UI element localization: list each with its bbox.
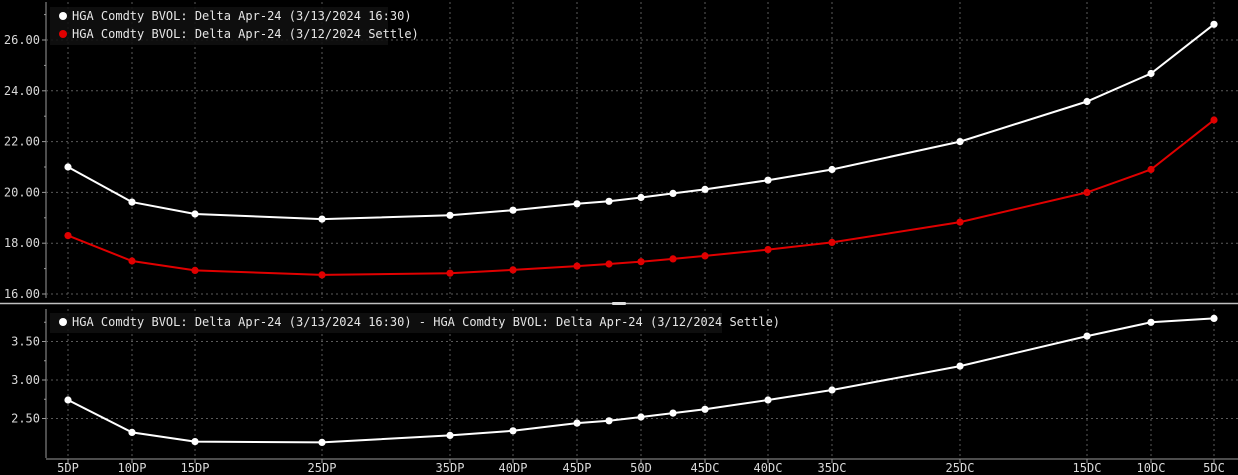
- x-tick-label: 45DP: [563, 461, 592, 475]
- data-point: [446, 269, 454, 277]
- y-tick-label: 3.50: [11, 335, 40, 349]
- data-point: [637, 413, 645, 421]
- data-point: [1210, 20, 1218, 28]
- data-point: [1083, 188, 1091, 196]
- data-point: [318, 271, 326, 279]
- x-tick-label: 50D: [630, 461, 652, 475]
- data-point: [318, 215, 326, 223]
- data-point: [1083, 332, 1091, 340]
- data-point: [701, 405, 709, 413]
- data-point: [1147, 318, 1155, 326]
- x-tick-label: 5DC: [1203, 461, 1225, 475]
- data-point: [64, 163, 72, 171]
- x-axis: 5DP 10DP 15DP 25DP 35DP 40DP 45DP 50D 45DC 40DC 35…: [46, 458, 1238, 475]
- divider-handle[interactable]: [612, 302, 626, 305]
- top-panel: 16.00 18.00 20.00 22.00 24.00 26.00 HGA Comdty…: [4, 2, 1238, 301]
- data-point: [128, 198, 136, 206]
- legend-box: [50, 313, 722, 333]
- data-point: [605, 260, 613, 268]
- data-point: [637, 258, 645, 266]
- data-point: [128, 428, 136, 436]
- data-point: [956, 138, 964, 146]
- x-tick-label: 40DP: [499, 461, 528, 475]
- data-point: [509, 206, 517, 214]
- data-point: [669, 189, 677, 197]
- legend-swatch: [59, 30, 67, 38]
- legend-box: [50, 7, 388, 45]
- data-point: [446, 211, 454, 219]
- x-tick-label: 15DP: [181, 461, 210, 475]
- data-point: [446, 431, 454, 439]
- data-point: [828, 386, 836, 394]
- x-tick-label: 35DC: [818, 461, 847, 475]
- data-point: [1147, 165, 1155, 174]
- data-point: [669, 409, 677, 417]
- data-point: [128, 257, 136, 265]
- y-tick-label: 26.00: [4, 33, 40, 47]
- data-point: [573, 419, 581, 427]
- data-point: [1147, 69, 1155, 78]
- x-tick-label: 25DP: [308, 461, 337, 475]
- legend-label: HGA Comdty BVOL: Delta Apr-24 (3/13/2024…: [72, 9, 412, 23]
- data-point: [509, 427, 517, 435]
- y-tick-label: 3.00: [11, 373, 40, 387]
- bottom-panel: 2.50 3.00 3.50 HGA Comdty BVOL: Delta Apr-2…: [11, 309, 1238, 458]
- data-point: [669, 255, 677, 263]
- x-tick-label: 10DC: [1137, 461, 1166, 475]
- data-point: [764, 176, 772, 184]
- y-tick-label: 18.00: [4, 236, 40, 250]
- data-point: [764, 246, 772, 254]
- y-tick-label: 22.00: [4, 135, 40, 149]
- data-point: [191, 266, 199, 274]
- data-point: [1210, 314, 1218, 322]
- x-tick-label: 25DC: [946, 461, 975, 475]
- data-point: [573, 262, 581, 270]
- x-tick-label: 15DC: [1073, 461, 1102, 475]
- legend-swatch: [59, 12, 67, 20]
- data-point: [956, 218, 964, 226]
- legend-label: HGA Comdty BVOL: Delta Apr-24 (3/12/2024…: [72, 27, 419, 41]
- x-tick-label: 45DC: [691, 461, 720, 475]
- data-point: [605, 417, 613, 425]
- data-point: [318, 438, 326, 446]
- data-point: [605, 197, 613, 205]
- data-point: [191, 438, 199, 446]
- x-tick-label: 5DP: [57, 461, 79, 475]
- x-tick-label: 35DP: [436, 461, 465, 475]
- y-tick-label: 16.00: [4, 287, 40, 301]
- y-tick-label: 24.00: [4, 84, 40, 98]
- legend-label: HGA Comdty BVOL: Delta Apr-24 (3/13/2024…: [72, 315, 780, 329]
- data-point: [191, 210, 199, 218]
- y-tick-label: 20.00: [4, 185, 40, 199]
- y-tick-label: 2.50: [11, 412, 40, 426]
- data-point: [764, 396, 772, 404]
- data-point: [956, 362, 964, 370]
- data-point: [828, 238, 836, 246]
- data-point: [573, 200, 581, 208]
- data-point: [637, 193, 645, 202]
- data-point: [828, 165, 836, 174]
- x-tick-label: 10DP: [118, 461, 147, 475]
- legend-swatch: [59, 318, 67, 326]
- data-point: [1210, 116, 1218, 124]
- data-point: [509, 266, 517, 274]
- data-point: [64, 396, 72, 404]
- data-point: [1083, 97, 1091, 106]
- x-tick-label: 40DC: [754, 461, 783, 475]
- data-point: [701, 252, 709, 260]
- data-point: [64, 232, 72, 240]
- data-point: [701, 185, 709, 193]
